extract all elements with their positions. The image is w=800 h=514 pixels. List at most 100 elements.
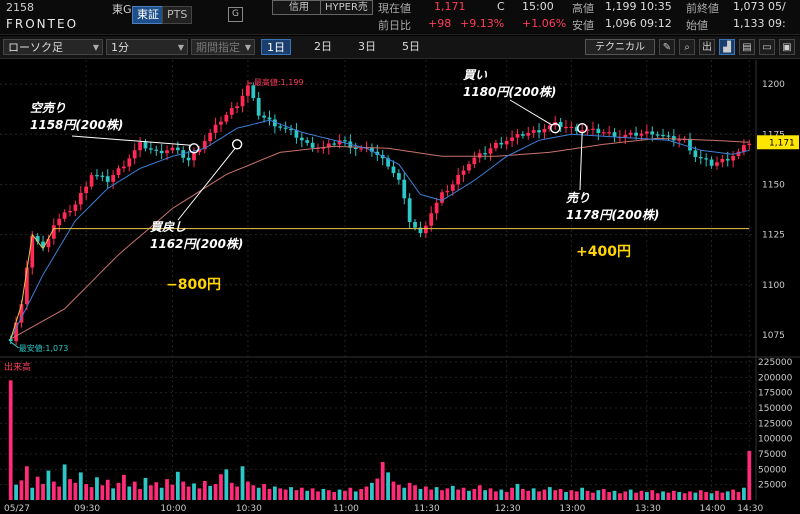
short-sell-price: 1158円(200株) bbox=[30, 118, 124, 132]
sell-price: 1178円(200株) bbox=[566, 208, 660, 222]
time-tick-label: 12:30 bbox=[495, 504, 521, 514]
time-tick-label: 11:30 bbox=[414, 504, 440, 514]
sell-annotation: 売り 1178円(200株) bbox=[566, 190, 659, 224]
stock-code: 2158 bbox=[6, 1, 34, 14]
candle-body bbox=[197, 149, 202, 153]
period-2day-button[interactable]: 2日 bbox=[314, 40, 332, 53]
candle-body bbox=[494, 142, 498, 149]
candle-body bbox=[386, 158, 390, 167]
change-pct2: +1.06% bbox=[522, 17, 567, 30]
volume-bar bbox=[510, 487, 514, 500]
volume-bar bbox=[138, 488, 142, 500]
low-marker-label: 最安値:1,073 bbox=[19, 343, 69, 353]
candle-body bbox=[127, 158, 132, 167]
stock-name: FRONTEO bbox=[6, 17, 79, 31]
g-button[interactable]: G bbox=[228, 7, 243, 22]
tab-tosho[interactable]: 東証 bbox=[132, 6, 164, 24]
zoom-icon[interactable]: ⌕ bbox=[679, 39, 695, 55]
candle-body bbox=[14, 322, 18, 342]
candle-body bbox=[154, 149, 159, 151]
candle-body bbox=[537, 130, 541, 133]
pencil-icon[interactable]: ✎ bbox=[659, 39, 675, 55]
volume-bar bbox=[483, 490, 488, 500]
candle-body bbox=[289, 128, 293, 131]
candle-body bbox=[370, 147, 374, 152]
candle-body bbox=[698, 157, 703, 159]
volume-bar bbox=[682, 493, 687, 500]
volume-bar bbox=[310, 488, 315, 500]
volume-bar bbox=[386, 472, 390, 500]
volume-bar bbox=[488, 488, 493, 500]
volume-bar bbox=[111, 488, 116, 500]
candle-body bbox=[122, 166, 126, 169]
volume-tick-label: 200000 bbox=[758, 373, 793, 383]
candle-body bbox=[520, 134, 525, 136]
volume-bar bbox=[143, 477, 148, 500]
volume-bar bbox=[51, 481, 56, 500]
period-1day-button[interactable]: 1日 bbox=[261, 39, 291, 55]
volume-tick-label: 100000 bbox=[758, 435, 793, 445]
candle-body bbox=[100, 175, 105, 177]
candle-body bbox=[693, 150, 698, 158]
candle-body bbox=[591, 128, 595, 130]
volume-bar bbox=[580, 487, 585, 500]
volume-bar bbox=[547, 487, 552, 500]
candle-body bbox=[256, 97, 261, 116]
volume-bar bbox=[450, 485, 455, 500]
interval-select[interactable]: 1分 ▼ bbox=[106, 39, 188, 55]
volume-bar bbox=[68, 479, 72, 500]
period-3day-button[interactable]: 3日 bbox=[358, 40, 376, 53]
candle-body bbox=[677, 139, 682, 141]
volume-bar bbox=[661, 491, 665, 500]
candle-body bbox=[240, 95, 245, 107]
candle-body bbox=[35, 236, 40, 242]
period-5day-button[interactable]: 5日 bbox=[402, 40, 420, 53]
ma-fast-line bbox=[10, 228, 750, 340]
output-icon[interactable]: 出 bbox=[699, 39, 715, 55]
volume-bar bbox=[558, 488, 563, 500]
save-icon[interactable]: ▣ bbox=[779, 39, 795, 55]
volume-bar bbox=[229, 482, 234, 500]
volume-bar bbox=[666, 492, 671, 500]
volume-bar bbox=[148, 485, 153, 500]
short-sell-leader bbox=[71, 135, 192, 146]
volume-bar bbox=[213, 484, 218, 500]
volume-bar bbox=[197, 488, 202, 500]
candle-body bbox=[267, 117, 272, 120]
volume-bar bbox=[202, 480, 207, 500]
volume-title: 出来高 bbox=[4, 361, 31, 373]
clipboard-icon[interactable]: ▤ bbox=[739, 39, 755, 55]
volume-bar bbox=[720, 492, 725, 500]
volume-bar bbox=[364, 486, 369, 500]
period-select[interactable]: 期間指定 ▼ bbox=[191, 39, 255, 55]
candle-body bbox=[423, 225, 428, 234]
folder-icon[interactable]: ▭ bbox=[759, 39, 775, 55]
candle-body bbox=[526, 132, 531, 136]
tab-pts[interactable]: PTS bbox=[162, 6, 193, 24]
time-tick-label: 13:00 bbox=[559, 504, 585, 514]
candle-body bbox=[440, 192, 444, 203]
volume-bar bbox=[677, 492, 682, 500]
volume-bar bbox=[715, 490, 719, 500]
candle-body bbox=[51, 225, 56, 239]
chart-style-icon[interactable]: ▟ bbox=[719, 39, 735, 55]
volume-bar bbox=[618, 493, 622, 500]
candle-body bbox=[580, 130, 585, 132]
volume-tick-label: 75000 bbox=[758, 450, 787, 460]
volume-bar bbox=[116, 482, 121, 500]
chart-type-select[interactable]: ローソク足 ▼ bbox=[3, 39, 103, 55]
technical-button[interactable]: テクニカル bbox=[585, 39, 655, 55]
volume-bar bbox=[95, 477, 99, 500]
volume-bar bbox=[8, 380, 13, 500]
high-label: 高値 bbox=[572, 2, 594, 15]
volume-bar bbox=[413, 485, 417, 500]
hyper-sell-button[interactable]: HYPER売 bbox=[320, 0, 373, 15]
volume-bar bbox=[256, 487, 261, 500]
candle-body bbox=[688, 138, 692, 151]
last-price-tag bbox=[757, 135, 799, 150]
volume-bar bbox=[175, 471, 180, 500]
volume-bar bbox=[520, 488, 525, 500]
volume-bar bbox=[224, 469, 229, 500]
volume-bar bbox=[747, 450, 752, 500]
